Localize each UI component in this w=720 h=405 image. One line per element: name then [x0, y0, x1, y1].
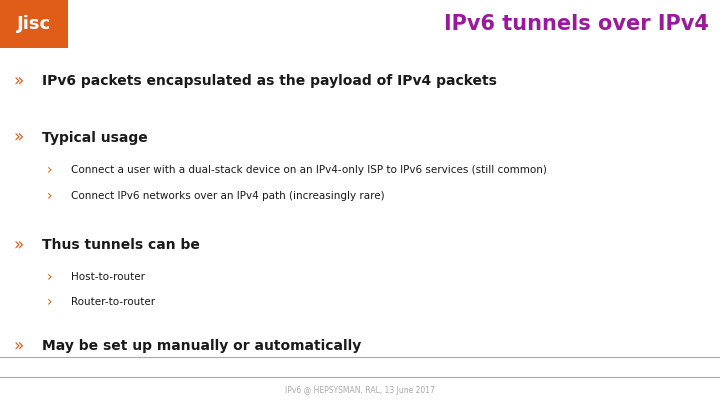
- Text: ›: ›: [47, 163, 53, 177]
- Text: »: »: [13, 337, 23, 355]
- Text: Connect a user with a dual-stack device on an IPv4-only ISP to IPv6 services (st: Connect a user with a dual-stack device …: [71, 165, 546, 175]
- Text: IPv6 tunnels over IPv4: IPv6 tunnels over IPv4: [444, 14, 709, 34]
- Text: Jisc: Jisc: [17, 15, 51, 33]
- FancyBboxPatch shape: [0, 0, 68, 48]
- Text: IPv6 @ HEPSYSMAN, RAL, 13 June 2017: IPv6 @ HEPSYSMAN, RAL, 13 June 2017: [285, 386, 435, 395]
- Text: »: »: [13, 129, 23, 147]
- Text: Thus tunnels can be: Thus tunnels can be: [42, 238, 199, 252]
- Text: ›: ›: [47, 271, 53, 284]
- Text: Typical usage: Typical usage: [42, 131, 148, 145]
- Text: ›: ›: [47, 295, 53, 309]
- Text: IPv6 packets encapsulated as the payload of IPv4 packets: IPv6 packets encapsulated as the payload…: [42, 74, 497, 88]
- Text: Connect IPv6 networks over an IPv4 path (increasingly rare): Connect IPv6 networks over an IPv4 path …: [71, 192, 384, 201]
- Text: Router-to-router: Router-to-router: [71, 297, 155, 307]
- Text: Host-to-router: Host-to-router: [71, 273, 145, 282]
- Text: May be set up manually or automatically: May be set up manually or automatically: [42, 339, 361, 353]
- Text: ›: ›: [47, 190, 53, 203]
- Text: »: »: [13, 236, 23, 254]
- Text: »: »: [13, 72, 23, 90]
